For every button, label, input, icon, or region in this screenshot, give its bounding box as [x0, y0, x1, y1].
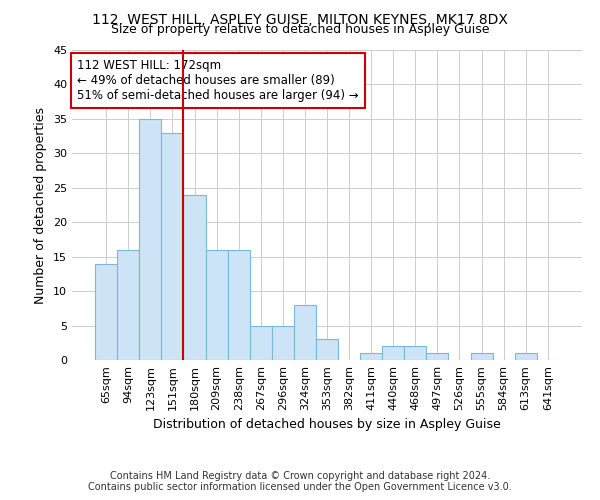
Bar [382, 346, 404, 360]
Bar [316, 340, 338, 360]
Bar [206, 250, 227, 360]
Bar [470, 353, 493, 360]
Bar [272, 326, 294, 360]
Bar [95, 264, 117, 360]
Bar [404, 346, 427, 360]
Bar [515, 353, 537, 360]
X-axis label: Distribution of detached houses by size in Aspley Guise: Distribution of detached houses by size … [153, 418, 501, 432]
Bar [227, 250, 250, 360]
Text: Contains HM Land Registry data © Crown copyright and database right 2024.
Contai: Contains HM Land Registry data © Crown c… [88, 471, 512, 492]
Bar [250, 326, 272, 360]
Bar [360, 353, 382, 360]
Bar [294, 305, 316, 360]
Bar [139, 119, 161, 360]
Text: 112 WEST HILL: 172sqm
← 49% of detached houses are smaller (89)
51% of semi-deta: 112 WEST HILL: 172sqm ← 49% of detached … [77, 60, 359, 102]
Bar [427, 353, 448, 360]
Bar [184, 194, 206, 360]
Text: 112, WEST HILL, ASPLEY GUISE, MILTON KEYNES, MK17 8DX: 112, WEST HILL, ASPLEY GUISE, MILTON KEY… [92, 12, 508, 26]
Text: Size of property relative to detached houses in Aspley Guise: Size of property relative to detached ho… [111, 22, 489, 36]
Y-axis label: Number of detached properties: Number of detached properties [34, 106, 47, 304]
Bar [117, 250, 139, 360]
Bar [161, 132, 184, 360]
